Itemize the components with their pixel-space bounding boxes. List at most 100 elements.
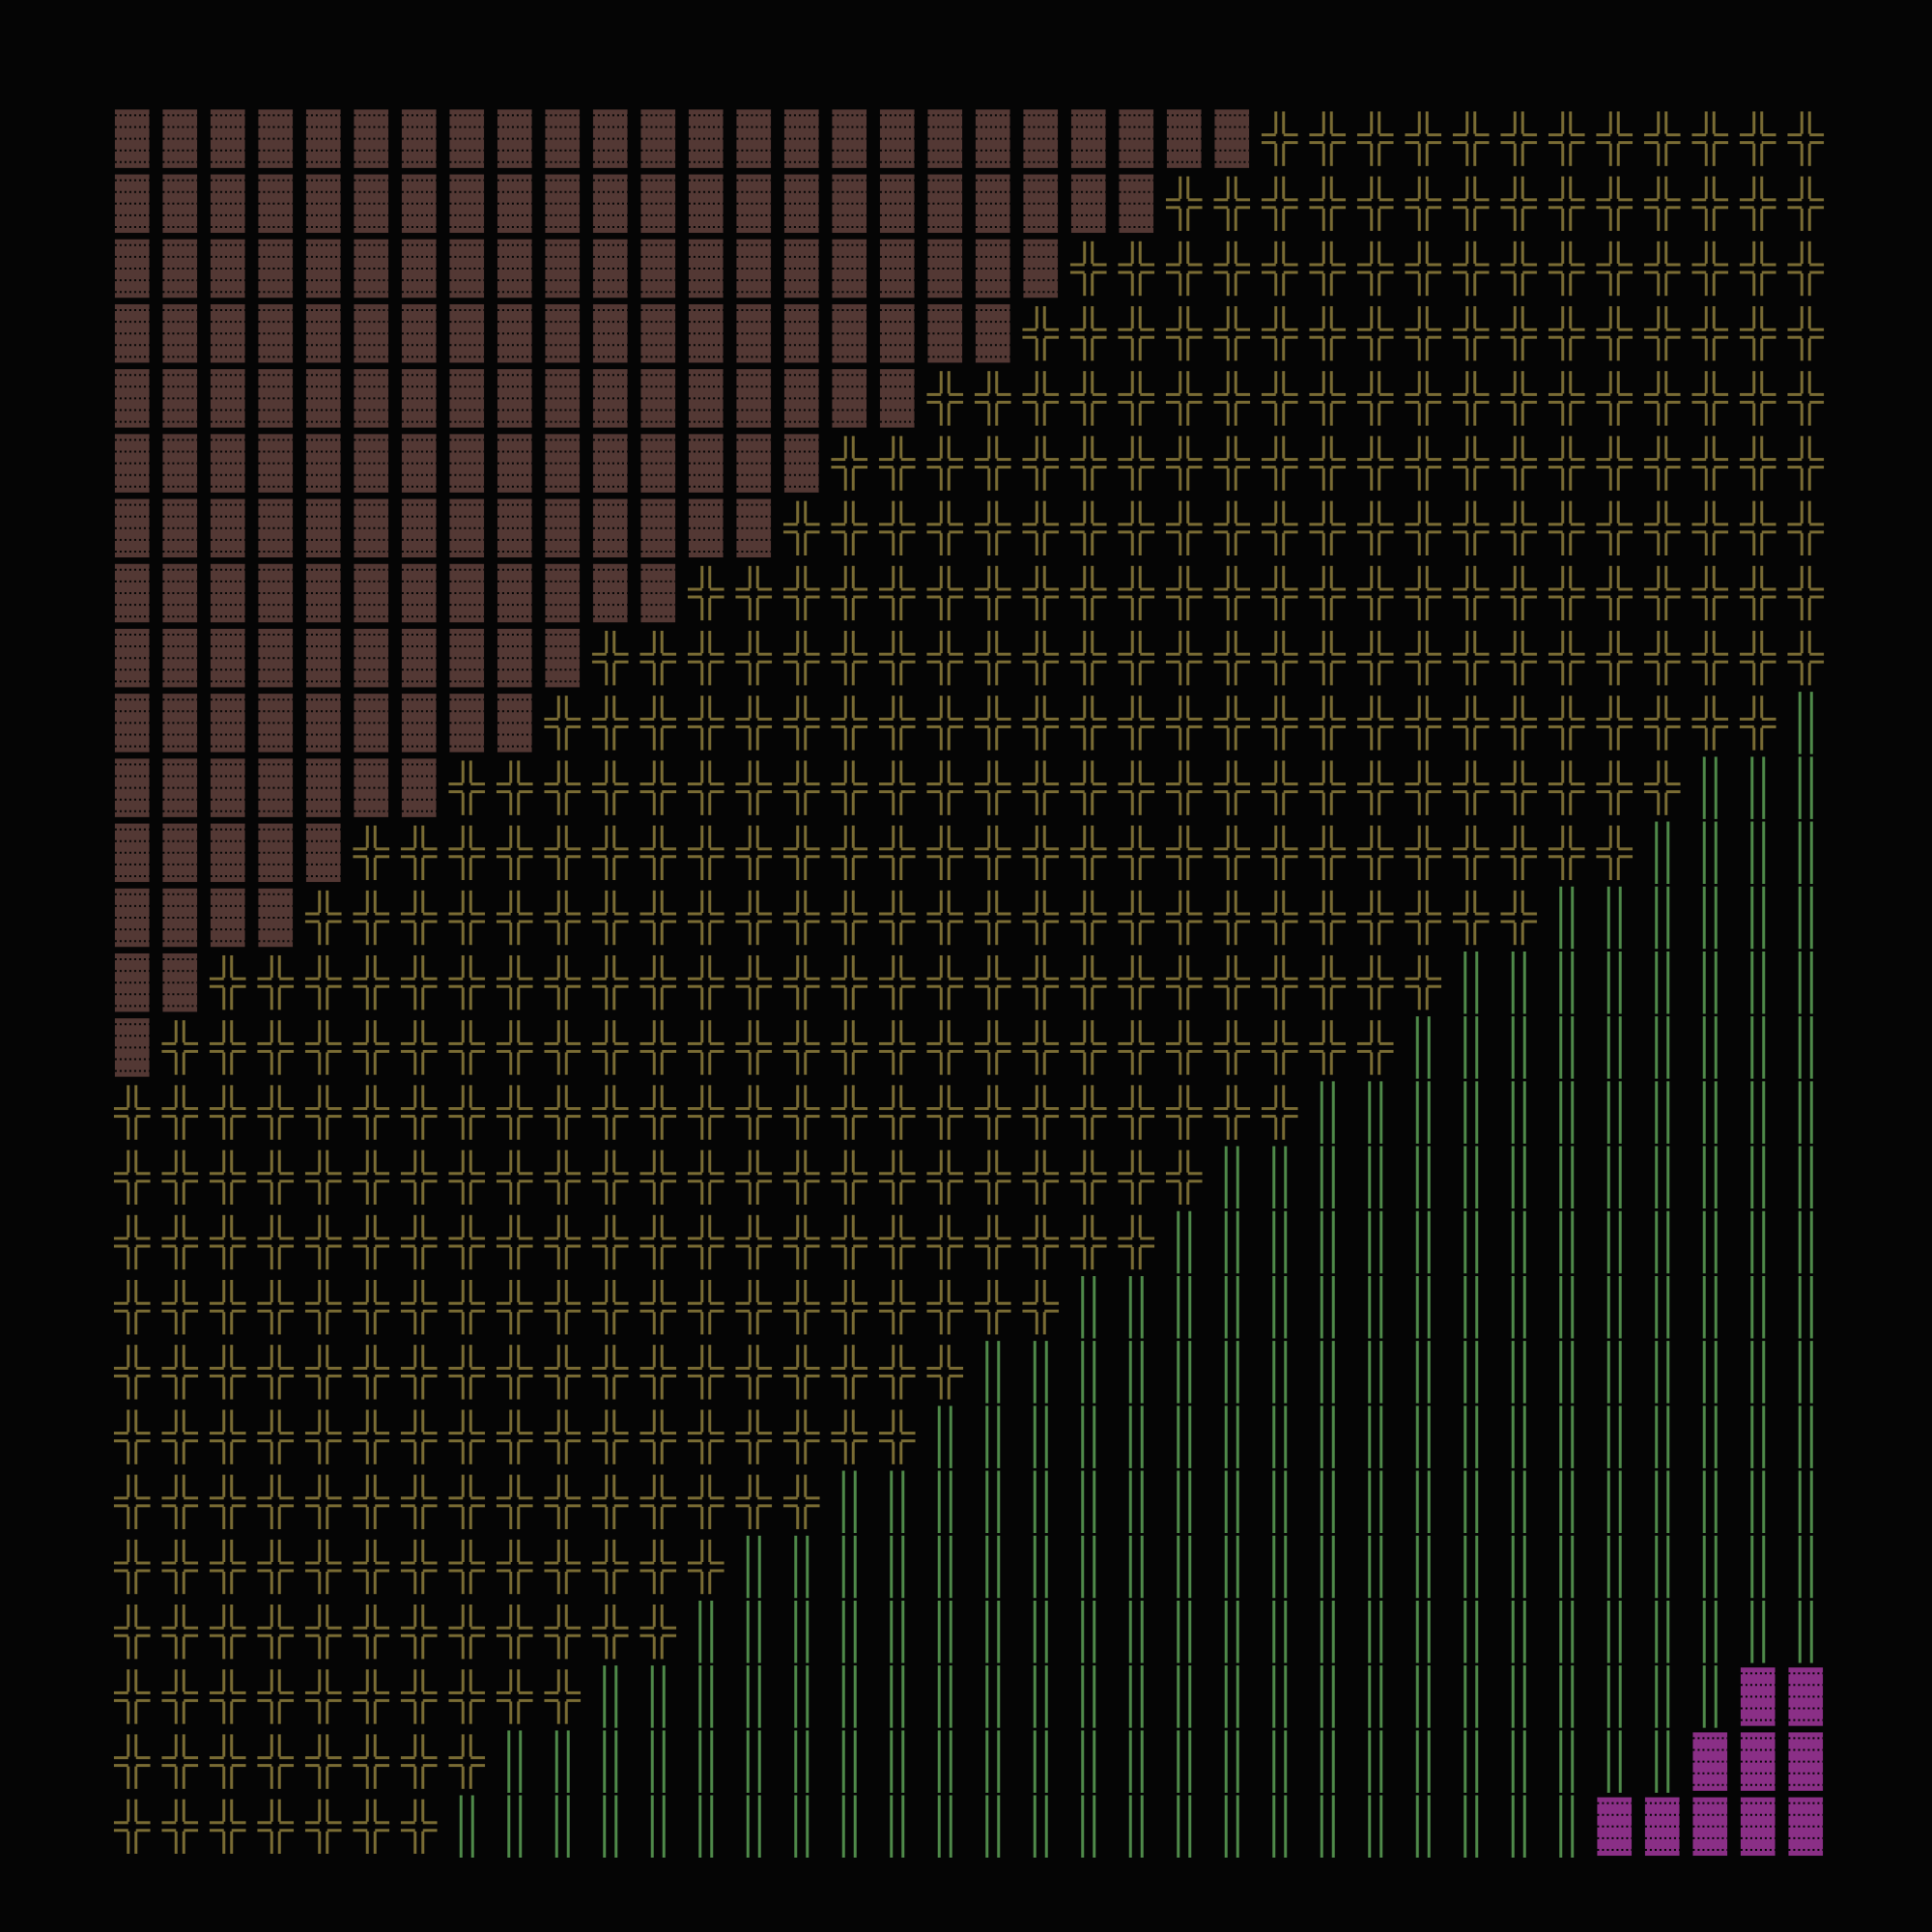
double-cross-junction-icon — [1452, 565, 1490, 621]
vertical-double-line-icon — [1702, 821, 1718, 885]
double-cross-junction-icon — [209, 1474, 246, 1530]
double-cross-junction-icon — [926, 1150, 964, 1206]
double-cross-junction-icon — [1309, 760, 1347, 815]
vertical-double-line-icon — [1415, 1275, 1431, 1339]
double-cross-junction-icon — [1356, 565, 1394, 621]
vertical-double-line-icon — [1655, 1275, 1670, 1339]
vertical-double-line-icon — [1368, 1600, 1383, 1663]
medium-shade-block-icon — [497, 694, 532, 753]
double-cross-junction-icon — [1261, 1085, 1298, 1140]
double-cross-junction-icon — [1022, 630, 1060, 686]
double-cross-junction-icon — [591, 954, 629, 1010]
double-cross-junction-icon — [544, 890, 582, 946]
double-cross-junction-icon — [591, 630, 629, 686]
vertical-double-line-icon — [1750, 821, 1766, 885]
medium-shade-block-icon — [401, 758, 437, 817]
vertical-double-line-icon — [1511, 1795, 1526, 1859]
double-cross-junction-icon — [639, 1085, 677, 1140]
vertical-double-line-icon — [1798, 1081, 1813, 1144]
vertical-double-line-icon — [1463, 1730, 1479, 1793]
double-cross-junction-icon — [591, 1604, 629, 1660]
double-cross-junction-icon — [639, 1604, 677, 1660]
double-cross-junction-icon — [161, 1085, 199, 1140]
medium-shade-block-icon — [736, 434, 772, 493]
double-cross-junction-icon — [1022, 760, 1060, 815]
vertical-double-line-icon — [1463, 951, 1479, 1014]
vertical-double-line-icon — [1798, 692, 1813, 754]
double-cross-junction-icon — [161, 1214, 199, 1270]
vertical-double-line-icon — [1224, 1535, 1239, 1599]
medium-shade-block-icon — [449, 498, 485, 558]
medium-shade-block-icon — [545, 498, 581, 558]
vertical-double-line-icon — [1798, 1470, 1813, 1534]
medium-shade-block-icon — [210, 563, 245, 623]
double-cross-junction-icon — [591, 1085, 629, 1140]
double-cross-junction-icon — [1356, 436, 1394, 491]
double-cross-junction-icon — [1500, 436, 1538, 491]
vertical-double-line-icon — [698, 1795, 714, 1859]
vertical-double-line-icon — [1368, 1795, 1383, 1859]
double-cross-junction-icon — [353, 890, 390, 946]
double-cross-junction-icon — [1452, 696, 1490, 751]
double-cross-junction-icon — [1165, 305, 1203, 361]
double-cross-junction-icon — [831, 1020, 868, 1075]
double-cross-junction-icon — [1213, 696, 1251, 751]
medium-shade-block-icon — [449, 369, 485, 428]
medium-shade-block-icon — [305, 239, 341, 298]
vertical-double-line-icon — [841, 1470, 857, 1534]
medium-shade-block-icon — [497, 239, 532, 298]
vertical-double-line-icon — [1320, 1665, 1335, 1728]
double-cross-junction-icon — [687, 630, 724, 686]
double-cross-junction-icon — [161, 1669, 199, 1724]
medium-shade-block-icon — [688, 239, 724, 298]
medium-shade-block-icon — [401, 109, 437, 168]
double-cross-junction-icon — [1069, 1214, 1107, 1270]
dark-shade-block-icon — [1692, 1732, 1728, 1791]
double-cross-junction-icon — [974, 890, 1011, 946]
vertical-double-line-icon — [1655, 886, 1670, 950]
medium-shade-block-icon — [305, 369, 341, 428]
double-cross-junction-icon — [257, 1150, 295, 1206]
double-cross-junction-icon — [257, 1539, 295, 1595]
medium-shade-block-icon — [210, 434, 245, 493]
vertical-double-line-icon — [507, 1730, 523, 1793]
vertical-double-line-icon — [1511, 1146, 1526, 1209]
double-cross-junction-icon — [1165, 176, 1203, 232]
medium-shade-block-icon — [305, 758, 341, 817]
medium-shade-block-icon — [640, 174, 676, 234]
vertical-double-line-icon — [1655, 1535, 1670, 1599]
medium-shade-block-icon — [688, 498, 724, 558]
vertical-double-line-icon — [1320, 1470, 1335, 1534]
double-cross-junction-icon — [1165, 436, 1203, 491]
double-cross-junction-icon — [1452, 111, 1490, 166]
vertical-double-line-icon — [698, 1600, 714, 1663]
medium-shade-block-icon — [640, 434, 676, 493]
double-cross-junction-icon — [1787, 241, 1825, 297]
double-cross-junction-icon — [1309, 500, 1347, 556]
double-cross-junction-icon — [1643, 565, 1681, 621]
double-cross-junction-icon — [496, 890, 533, 946]
vertical-double-line-icon — [1272, 1406, 1288, 1468]
double-cross-junction-icon — [1022, 565, 1060, 621]
medium-shade-block-icon — [736, 109, 772, 168]
double-cross-junction-icon — [400, 1539, 438, 1595]
double-cross-junction-icon — [209, 1085, 246, 1140]
double-cross-junction-icon — [304, 1409, 342, 1464]
double-cross-junction-icon — [1405, 890, 1442, 946]
double-cross-junction-icon — [1405, 825, 1442, 881]
double-cross-junction-icon — [353, 954, 390, 1010]
medium-shade-block-icon — [305, 109, 341, 168]
double-cross-junction-icon — [1691, 176, 1729, 232]
double-cross-junction-icon — [591, 1539, 629, 1595]
vertical-double-line-icon — [1463, 1535, 1479, 1599]
double-cross-junction-icon — [687, 1539, 724, 1595]
vertical-double-line-icon — [1750, 886, 1766, 950]
medium-shade-block-icon — [497, 563, 532, 623]
vertical-double-line-icon — [1224, 1600, 1239, 1663]
double-cross-junction-icon — [1548, 176, 1585, 232]
double-cross-junction-icon — [1022, 436, 1060, 491]
medium-shade-block-icon — [162, 369, 198, 428]
double-cross-junction-icon — [1356, 305, 1394, 361]
dark-shade-block-icon — [1788, 1732, 1824, 1791]
double-cross-junction-icon — [926, 890, 964, 946]
